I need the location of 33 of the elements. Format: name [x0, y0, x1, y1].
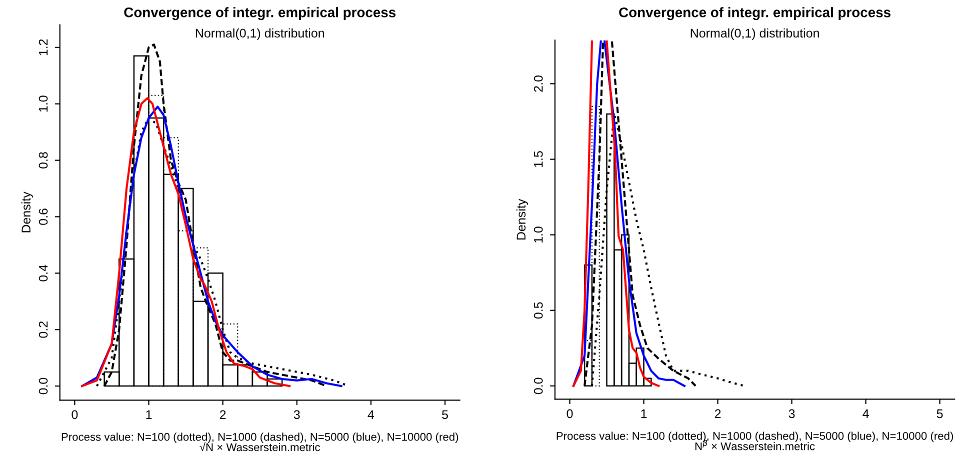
- x-tick-label: 1: [146, 410, 152, 419]
- x-tick-label: 2: [220, 410, 226, 419]
- y-axis-title: Density: [21, 192, 33, 232]
- x-tick-label: 0: [72, 410, 78, 420]
- x-tick-label: 4: [368, 410, 374, 419]
- x-tick-label: 5: [936, 409, 943, 418]
- y-tick-label: 0.5: [534, 302, 543, 319]
- x-tick-label: 0: [566, 409, 573, 418]
- chart-subtitle: Normal(0,1) distribution: [690, 28, 819, 40]
- chart-title: Convergence of integr. empirical process: [619, 7, 890, 20]
- x-tick-label: 1: [641, 409, 647, 418]
- x-tick-label: 3: [294, 410, 300, 420]
- y-tick-label: 0.8: [38, 152, 48, 168]
- y-tick-label: 1.0: [38, 96, 48, 112]
- y-tick-label: 0.4: [38, 264, 48, 282]
- y-tick-label: 0.6: [38, 208, 48, 225]
- y-tick-label: 1.0: [534, 226, 543, 243]
- y-tick-label: 1.5: [534, 151, 543, 168]
- y-tick-label: 1.2: [38, 39, 48, 56]
- x-tick-label: 3: [788, 409, 795, 418]
- line-series: [81, 97, 291, 388]
- y-tick-label: 0.0: [38, 378, 48, 394]
- x-tick-label: 4: [862, 409, 869, 418]
- x-axis-title: Process value: N=100 (dotted), N=1000 (dashed), N=5000 (blue), N=10000 (red) √N × Wasserstein.metric: [62, 432, 458, 452]
- x-tick-label: 5: [442, 410, 448, 420]
- x-tick-label: 2: [714, 409, 721, 418]
- y-tick-label: 2.0: [534, 76, 543, 92]
- x-axis-title: Process value: N=100 (dotted), N=1000 (dashed), N=5000 (blue), N=10000 (red) N$^{β}$ × Wasserstein.metric: [556, 432, 953, 450]
- y-tick-label: 0.2: [38, 322, 48, 338]
- y-axis-title: Density: [516, 198, 528, 240]
- chart-title: Convergence of integr. empirical process: [124, 7, 396, 20]
- chart-subtitle: Normal(0,1) distribution: [196, 28, 324, 40]
- y-tick-label: 0.0: [534, 378, 543, 394]
